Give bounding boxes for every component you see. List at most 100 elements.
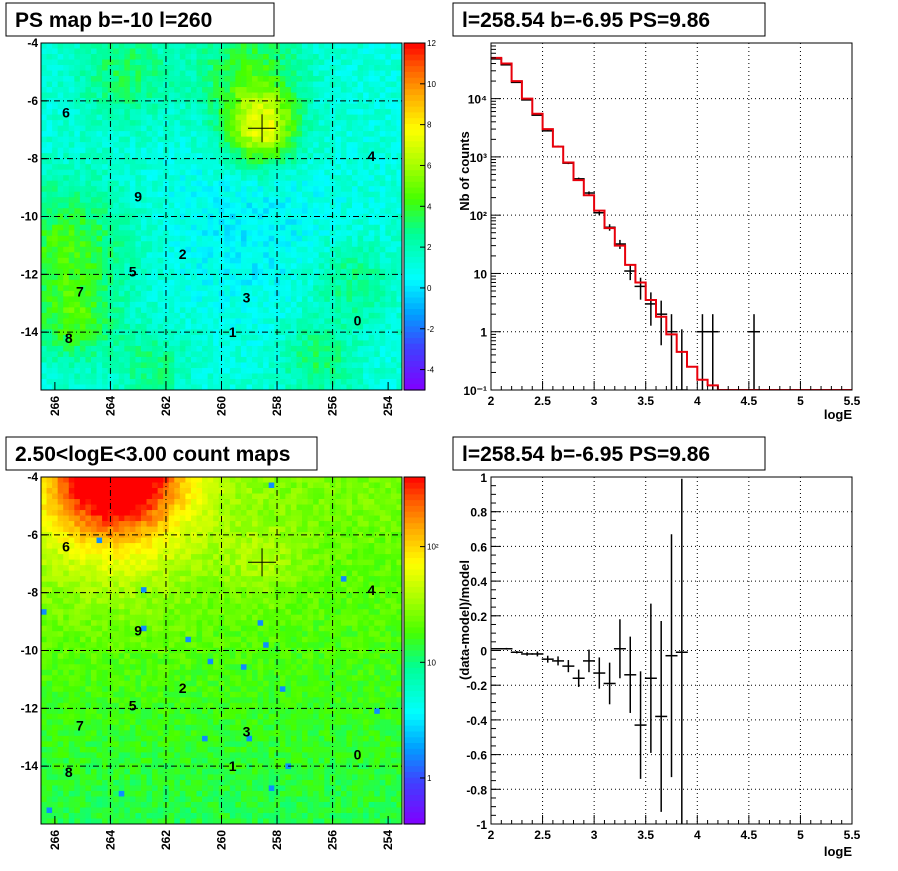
- heatmap-cell: [235, 147, 242, 154]
- heatmap-cell: [368, 114, 375, 121]
- heatmap-cell: [302, 323, 309, 331]
- heatmap-cell: [385, 493, 392, 500]
- heatmap-cell: [313, 186, 320, 193]
- heatmap-cell: [46, 186, 53, 193]
- heatmap-cell: [240, 92, 248, 99]
- heatmap-cell: [318, 499, 325, 506]
- heatmap-cell: [224, 186, 231, 193]
- heatmap-cell: [268, 109, 275, 116]
- heatmap-cell: [46, 532, 53, 539]
- heatmap-cell: [157, 301, 164, 308]
- heatmap-cell: [129, 477, 137, 484]
- heatmap-cell: [324, 296, 331, 303]
- heatmap-cell: [179, 285, 186, 292]
- heatmap-cell: [335, 136, 342, 143]
- heatmap-cell: [313, 521, 320, 528]
- heatmap-cell: [257, 81, 264, 88]
- heatmap-cell: [379, 515, 386, 522]
- heatmap-cell: [229, 515, 236, 522]
- heatmap-cell: [279, 268, 286, 275]
- heatmap-cell: [124, 147, 131, 154]
- color-scale-cell: [404, 129, 425, 137]
- heatmap-cell: [252, 488, 259, 495]
- heatmap-cell: [63, 526, 70, 533]
- heatmap-cell: [96, 334, 103, 342]
- heatmap-cell: [363, 268, 370, 275]
- heatmap-cell: [324, 59, 331, 66]
- heatmap-cell: [202, 120, 209, 127]
- heatmap-cell: [396, 521, 402, 528]
- heatmap-cell: [274, 169, 281, 176]
- heatmap-cell: [274, 87, 281, 94]
- heatmap-cell: [268, 120, 275, 127]
- heatmap-cell: [240, 131, 248, 138]
- heatmap-cell: [74, 362, 81, 369]
- heatmap-cell: [318, 43, 325, 50]
- heatmap-cell: [318, 142, 325, 149]
- heatmap-cell: [157, 351, 164, 358]
- heatmap-cell: [352, 147, 359, 154]
- heatmap-cell: [57, 312, 64, 319]
- heatmap-cell: [296, 76, 303, 83]
- heatmap-cell: [290, 482, 298, 489]
- heatmap-cell: [146, 274, 153, 281]
- heatmap-cell: [318, 351, 325, 358]
- heatmap-cell: [240, 208, 248, 215]
- heatmap-cell: [257, 213, 264, 220]
- heatmap-cell: [352, 274, 359, 281]
- heatmap-cell: [318, 92, 325, 99]
- heatmap-cell: [363, 175, 370, 182]
- heatmap-cell: [168, 48, 175, 55]
- heatmap-cell: [68, 312, 75, 319]
- heatmap-cell: [174, 125, 181, 132]
- heatmap-cell: [307, 76, 314, 83]
- heatmap-cell: [224, 43, 231, 50]
- heatmap-cell: [96, 373, 103, 380]
- heatmap-cell: [202, 537, 209, 544]
- heatmap-cell: [129, 340, 137, 347]
- heatmap-cell: [46, 307, 53, 314]
- heatmap-cell: [102, 235, 109, 242]
- heatmap-cell: [163, 103, 170, 110]
- heatmap-cell: [363, 169, 370, 176]
- heatmap-cell: [302, 499, 309, 506]
- heatmap-cell: [263, 351, 270, 358]
- heatmap-cell: [285, 230, 292, 237]
- heatmap-cell: [246, 241, 253, 248]
- heatmap-cell: [41, 373, 48, 380]
- heatmap-cell: [207, 175, 214, 182]
- heatmap-cell: [140, 482, 148, 489]
- heatmap-cell: [63, 488, 70, 495]
- heatmap-cell: [113, 378, 120, 386]
- heatmap-cell: [268, 158, 275, 165]
- heatmap-cell: [140, 257, 148, 264]
- heatmap-cell: [96, 301, 103, 308]
- heatmap-cell: [96, 340, 103, 347]
- heatmap-cell: [213, 296, 220, 303]
- heatmap-cell: [135, 120, 142, 127]
- heatmap-cell: [213, 246, 220, 253]
- heatmap-cell: [368, 340, 375, 347]
- heatmap-cell: [68, 334, 75, 342]
- heatmap-cell: [41, 323, 48, 331]
- heatmap-cell: [68, 202, 75, 209]
- heatmap-cell: [174, 48, 181, 55]
- heatmap-cell: [190, 230, 198, 237]
- heatmap-cell: [196, 482, 203, 489]
- heatmap-cell: [229, 136, 236, 143]
- heatmap-cell: [229, 125, 236, 132]
- heatmap-cell: [335, 103, 342, 110]
- heatmap-cell: [285, 268, 292, 275]
- heatmap-cell: [302, 384, 309, 390]
- heatmap-cell: [290, 81, 298, 88]
- heatmap-cell: [346, 488, 353, 495]
- heatmap-cell: [329, 323, 336, 331]
- heatmap-cell: [168, 499, 175, 506]
- heatmap-cell: [63, 65, 70, 72]
- heatmap-cell: [240, 235, 248, 242]
- heatmap-cell: [202, 180, 209, 187]
- heatmap-cell: [57, 169, 64, 176]
- heatmap-cell: [90, 279, 98, 286]
- heatmap-cell: [102, 109, 109, 116]
- heatmap-cell: [385, 81, 392, 88]
